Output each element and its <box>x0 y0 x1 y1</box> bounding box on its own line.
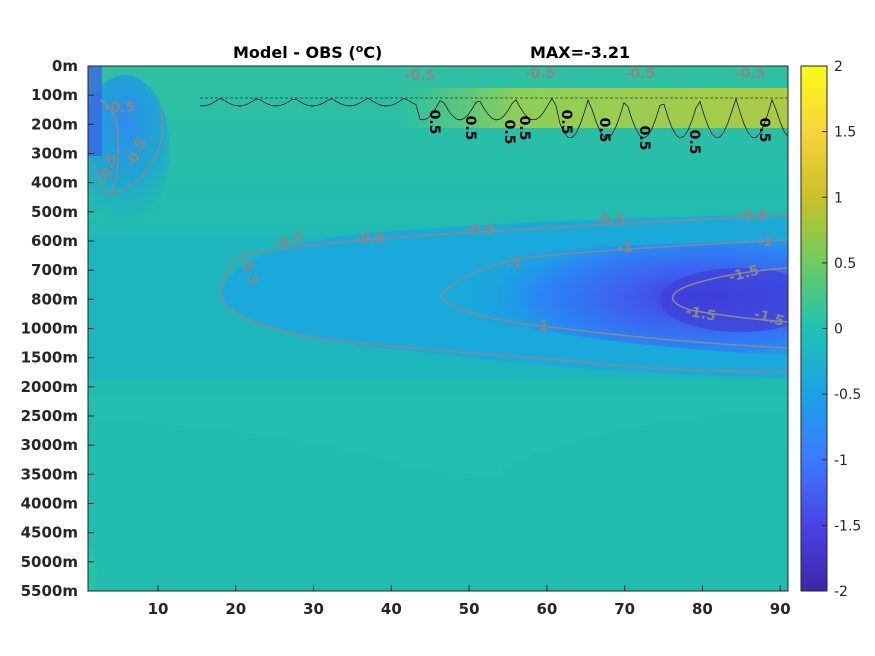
colorbar-tick-label: 2 <box>834 59 843 75</box>
contour-label: -1 <box>505 255 523 273</box>
contour-label: -1.5 <box>752 306 786 329</box>
contour-label: -0.5 <box>737 208 768 224</box>
max-label: MAX=-3.21 <box>530 43 630 62</box>
contour-label: 0.5 <box>596 118 612 143</box>
x-tick-label: 80 <box>692 600 713 618</box>
x-tick-label: 10 <box>148 600 169 618</box>
colorbar-tick-label: -1.5 <box>834 518 861 534</box>
contour-label: -1.5 <box>727 262 761 285</box>
y-tick-label: 0m <box>52 57 78 75</box>
colorbar-tick-label: 0.5 <box>834 256 856 272</box>
contour-label: -0.5 <box>105 100 136 116</box>
x-tick-label: 90 <box>770 600 791 618</box>
contour-label: -0.5 <box>625 66 656 82</box>
contour-label: 0.5 <box>501 120 517 145</box>
y-tick-label: 400m <box>31 174 78 192</box>
x-tick-label: 70 <box>614 600 635 618</box>
contour-lines <box>94 97 788 373</box>
contour-label: -0.5 <box>405 68 436 84</box>
x-tick-label: 20 <box>225 600 246 618</box>
contour-label: -0.5 <box>525 66 556 82</box>
y-tick-label: 2000m <box>21 378 78 396</box>
colorbar-tick-label: 1.5 <box>834 125 856 141</box>
heatmap-field <box>88 66 788 591</box>
y-tick-label: 2500m <box>21 407 78 425</box>
contour-label: -0.5 <box>355 231 386 247</box>
y-tick-label: 3000m <box>21 436 78 454</box>
y-tick-label: 100m <box>31 86 78 104</box>
colorbar-tick-label: 1 <box>834 190 843 206</box>
contour-label: -0.5 <box>272 229 306 252</box>
y-tick-label: 4500m <box>21 524 78 542</box>
contour-label: -0.5 <box>735 66 766 82</box>
y-tick-label: 200m <box>31 115 78 133</box>
colorbar-tick-label: 0 <box>834 322 843 338</box>
y-tick-label: 800m <box>31 290 78 308</box>
contour-label: 0.5 <box>516 116 532 141</box>
x-tick-label: 30 <box>303 600 324 618</box>
y-axis: 0m 100m 200m 300m 400m 500m 600m 700m 800m 1000m 1… <box>21 57 94 600</box>
x-tick-label: 50 <box>459 600 480 618</box>
contour-label: -1 <box>617 240 633 256</box>
colorbar-tick-label: -0.5 <box>834 387 861 403</box>
x-tick-label: 60 <box>536 600 557 618</box>
colorbar-tick-label: -2 <box>834 584 848 600</box>
y-tick-label: 600m <box>31 232 78 250</box>
contour-label: -1 <box>532 317 550 335</box>
contour-label: 0.5 <box>756 118 772 143</box>
x-tick-label: 40 <box>381 600 402 618</box>
contour-label: -0.5 <box>465 222 496 238</box>
contour-label: 0.5 <box>636 126 652 151</box>
y-tick-label: 1000m <box>21 320 78 338</box>
x-axis: 10 20 30 40 50 60 70 80 90 <box>148 585 791 618</box>
contour-label: -0.5 <box>595 212 626 228</box>
colorbar-ticks: 2 1.5 1 0.5 0 -0.5 -1 -1.5 -2 <box>822 59 861 600</box>
y-tick-label: 300m <box>31 145 78 163</box>
contour-label: 0.5 <box>462 116 478 141</box>
contour-label: -1.5 <box>684 304 717 325</box>
y-tick-label: 1500m <box>21 349 78 367</box>
y-tick-label: 4000m <box>21 495 78 513</box>
contour-label: 0.5 <box>426 110 442 135</box>
y-tick-label: 500m <box>31 203 78 221</box>
contour-label: -1 <box>757 234 773 250</box>
contour-label: 0.5 <box>686 130 702 155</box>
y-tick-label: 5000m <box>21 553 78 571</box>
chart-title: Model - OBS (oC) <box>233 42 382 62</box>
y-tick-label: 700m <box>31 261 78 279</box>
y-tick-label: 5500m <box>21 582 78 600</box>
colorbar-tick-label: -1 <box>834 453 848 469</box>
contour-label: 0.5 <box>558 110 574 135</box>
y-tick-label: 3500m <box>21 465 78 483</box>
